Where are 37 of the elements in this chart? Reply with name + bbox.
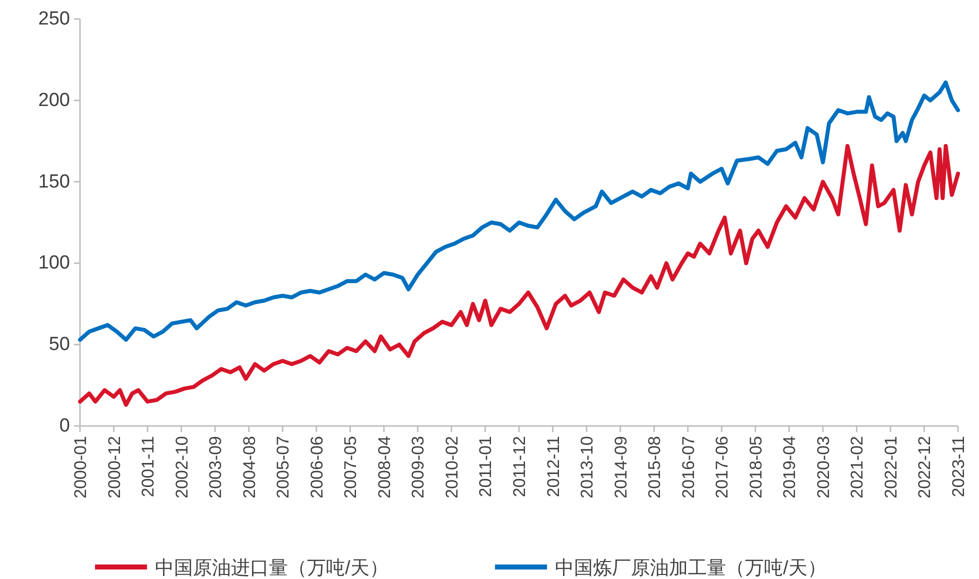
x-tick-label: 2000-01 xyxy=(71,436,90,498)
x-tick-label: 2001-11 xyxy=(138,436,158,498)
legend-label: 中国原油进口量（万吨/天） xyxy=(155,558,388,579)
x-tick-label: 2020-03 xyxy=(814,436,833,498)
x-tick-label: 2011-12 xyxy=(510,436,529,498)
line-series xyxy=(78,144,960,407)
x-tick-label: 2021-02 xyxy=(848,436,867,498)
y-tick-label: 150 xyxy=(38,171,70,192)
x-tick-label: 2022-01 xyxy=(881,436,900,498)
x-tick-label: 2006-06 xyxy=(307,436,326,498)
y-tick-label: 0 xyxy=(59,416,70,436)
x-tick-label: 2004-08 xyxy=(240,436,259,498)
x-tick-label: 2012-11 xyxy=(544,436,563,498)
x-tick-label: 2003-09 xyxy=(206,436,226,498)
x-tick-label: 2016-07 xyxy=(678,436,698,498)
x-tick-label: 2023-11 xyxy=(949,436,968,498)
legend-label: 中国炼厂原油加工量（万吨/天） xyxy=(555,558,826,579)
x-tick-label: 2013-10 xyxy=(578,436,597,498)
x-tick-label: 2015-08 xyxy=(645,436,664,498)
x-tick-label: 2019-04 xyxy=(780,436,800,498)
y-tick-label: 50 xyxy=(48,334,70,356)
x-tick-label: 2017-06 xyxy=(712,436,732,498)
x-tick-label: 2000-12 xyxy=(104,436,124,498)
x-tick-label: 2011-01 xyxy=(476,436,496,498)
line-series xyxy=(78,80,960,342)
x-tick-label: 2022-12 xyxy=(915,436,934,498)
y-tick-label: 100 xyxy=(38,252,70,274)
y-tick-label: 250 xyxy=(38,8,70,30)
y-tick-label: 200 xyxy=(38,90,70,111)
x-tick-label: 2008-04 xyxy=(374,436,394,498)
x-tick-label: 2005-07 xyxy=(274,436,293,498)
x-tick-label: 2007-05 xyxy=(341,436,360,498)
x-tick-label: 2009-03 xyxy=(408,436,428,498)
x-tick-label: 2010-02 xyxy=(442,436,462,498)
x-tick-label: 2014-09 xyxy=(611,436,630,498)
x-tick-label: 2002-10 xyxy=(172,436,192,498)
x-tick-label: 2018-05 xyxy=(746,436,766,498)
